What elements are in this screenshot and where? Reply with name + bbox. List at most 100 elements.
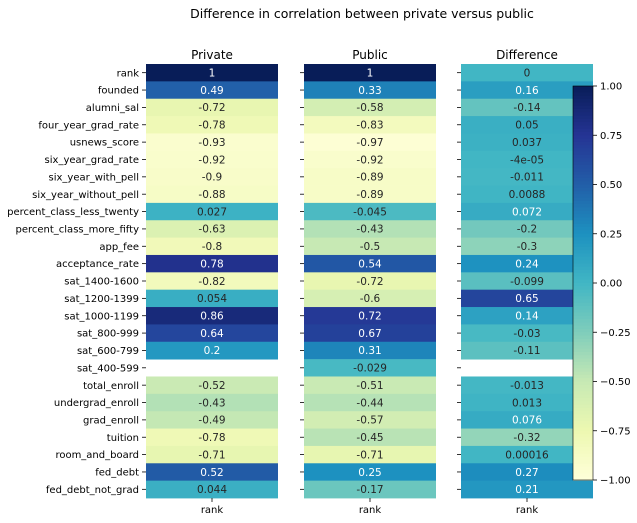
cell-label: 0.2 xyxy=(204,345,221,357)
row-label: six_year_without_pell xyxy=(32,190,139,201)
cell-label: 0 xyxy=(524,67,531,79)
colorbar-band xyxy=(573,407,593,412)
colorbar-band xyxy=(573,128,593,133)
heatmap-cell xyxy=(146,237,278,256)
colorbar-band xyxy=(573,260,593,264)
heatmap-cell xyxy=(304,150,436,169)
heatmap-cell xyxy=(146,341,278,360)
cell-label: -0.045 xyxy=(353,206,387,218)
colorbar-band xyxy=(573,401,593,406)
colorbar-band xyxy=(573,118,593,123)
heatmap-cell xyxy=(146,376,278,395)
heatmap-cell xyxy=(461,272,593,291)
colorbar-band xyxy=(573,374,593,379)
colorbar-band xyxy=(573,168,593,172)
cell-label: 0.54 xyxy=(358,258,382,270)
row-label: percent_class_less_twenty xyxy=(7,207,139,218)
heatmap-cell xyxy=(461,150,593,169)
heatmap-cell xyxy=(304,98,436,117)
heatmap-cell xyxy=(146,463,278,482)
heatmap-cell xyxy=(461,185,593,204)
colorbar-band xyxy=(573,256,593,261)
heatmap-cell xyxy=(146,254,278,273)
cell-label: 0.14 xyxy=(515,311,539,323)
cell-label: -0.89 xyxy=(356,172,383,184)
cell-label: -0.44 xyxy=(356,397,383,409)
colorbar-band xyxy=(573,181,593,186)
heatmap-cell xyxy=(461,411,593,429)
colorbar-band xyxy=(573,453,593,458)
colorbar-band xyxy=(573,174,593,179)
heatmap-cell xyxy=(461,307,593,325)
cell-label: -0.43 xyxy=(198,397,225,409)
cell-label: -0.78 xyxy=(198,120,225,132)
heatmap-cell xyxy=(304,359,436,377)
colorbar-band xyxy=(573,177,593,182)
cell-label: -0.89 xyxy=(356,189,383,201)
heatmap-cell xyxy=(461,428,593,447)
heatmap-cell xyxy=(146,81,278,100)
colorbar-band xyxy=(573,220,593,225)
heatmap-panels: Private 1 0.49 -0.72 -0.78 -0.93 -0.92 -0.9 -0.8… xyxy=(7,48,593,516)
colorbar-band xyxy=(573,434,593,438)
colorbar-band xyxy=(573,338,593,343)
heatmap-cell xyxy=(304,289,436,308)
heatmap-cell xyxy=(146,185,278,204)
cell-label: 0.013 xyxy=(512,397,542,409)
colorbar-band xyxy=(573,187,593,192)
colorbar-band xyxy=(573,463,593,468)
cell-label: -0.2 xyxy=(517,224,538,236)
colorbar-band xyxy=(573,315,593,320)
colorbar-band xyxy=(573,332,593,337)
colorbar-band xyxy=(573,371,593,376)
colorbar-band xyxy=(573,309,593,314)
heatmap-cell xyxy=(304,81,436,100)
cell-label: 0.054 xyxy=(197,293,227,305)
colorbar-band xyxy=(573,351,593,356)
colorbar-band xyxy=(573,397,593,402)
heatmap-cell xyxy=(461,324,593,343)
colorbar-tick-label: 0.75 xyxy=(600,131,622,142)
row-label: acceptance_rate xyxy=(56,259,139,270)
colorbar-band xyxy=(573,476,593,481)
colorbar-band xyxy=(573,358,593,363)
heatmap-cell xyxy=(461,254,593,273)
colorbar-tick-label: −0.75 xyxy=(600,426,631,437)
colorbar-band xyxy=(573,279,593,284)
heatmap-cell xyxy=(146,64,278,82)
colorbar-band xyxy=(573,122,593,126)
colorbar-band xyxy=(573,384,593,389)
heatmap-cell xyxy=(146,411,278,429)
colorbar-band xyxy=(573,164,593,169)
cell-label: 0.0088 xyxy=(509,189,546,201)
colorbar-band xyxy=(573,151,593,156)
heatmap-cell xyxy=(461,289,593,308)
colorbar-band xyxy=(573,250,593,255)
cell-label: -0.17 xyxy=(356,484,383,496)
colorbar-band xyxy=(573,108,593,113)
heatmap-cell xyxy=(304,64,436,82)
colorbar-band xyxy=(573,420,593,425)
colorbar-band xyxy=(573,223,593,228)
heatmap-cell xyxy=(304,168,436,186)
colorbar-band xyxy=(573,466,593,471)
cell-label: -0.72 xyxy=(198,102,225,114)
row-label: undergrad_enroll xyxy=(54,398,139,409)
colorbar-band xyxy=(573,105,593,110)
heatmap-cell xyxy=(304,307,436,325)
cell-label: -0.51 xyxy=(356,380,383,392)
colorbar-band xyxy=(573,276,593,281)
cell-label: -0.11 xyxy=(513,345,540,357)
cell-label: 0.16 xyxy=(515,85,539,97)
colorbar-tick-label: −0.25 xyxy=(600,328,631,339)
cell-label: -0.45 xyxy=(356,432,383,444)
colorbar-band xyxy=(573,319,593,323)
cell-label: 0.044 xyxy=(197,484,227,496)
heatmap-cell xyxy=(304,116,436,134)
cell-label: -0.099 xyxy=(510,276,544,288)
row-label: sat_1000-1199 xyxy=(64,311,139,322)
cell-label: 1 xyxy=(209,67,216,79)
heatmap-cell xyxy=(146,220,278,238)
cell-label: 0.27 xyxy=(515,467,538,479)
colorbar-band xyxy=(573,365,593,369)
